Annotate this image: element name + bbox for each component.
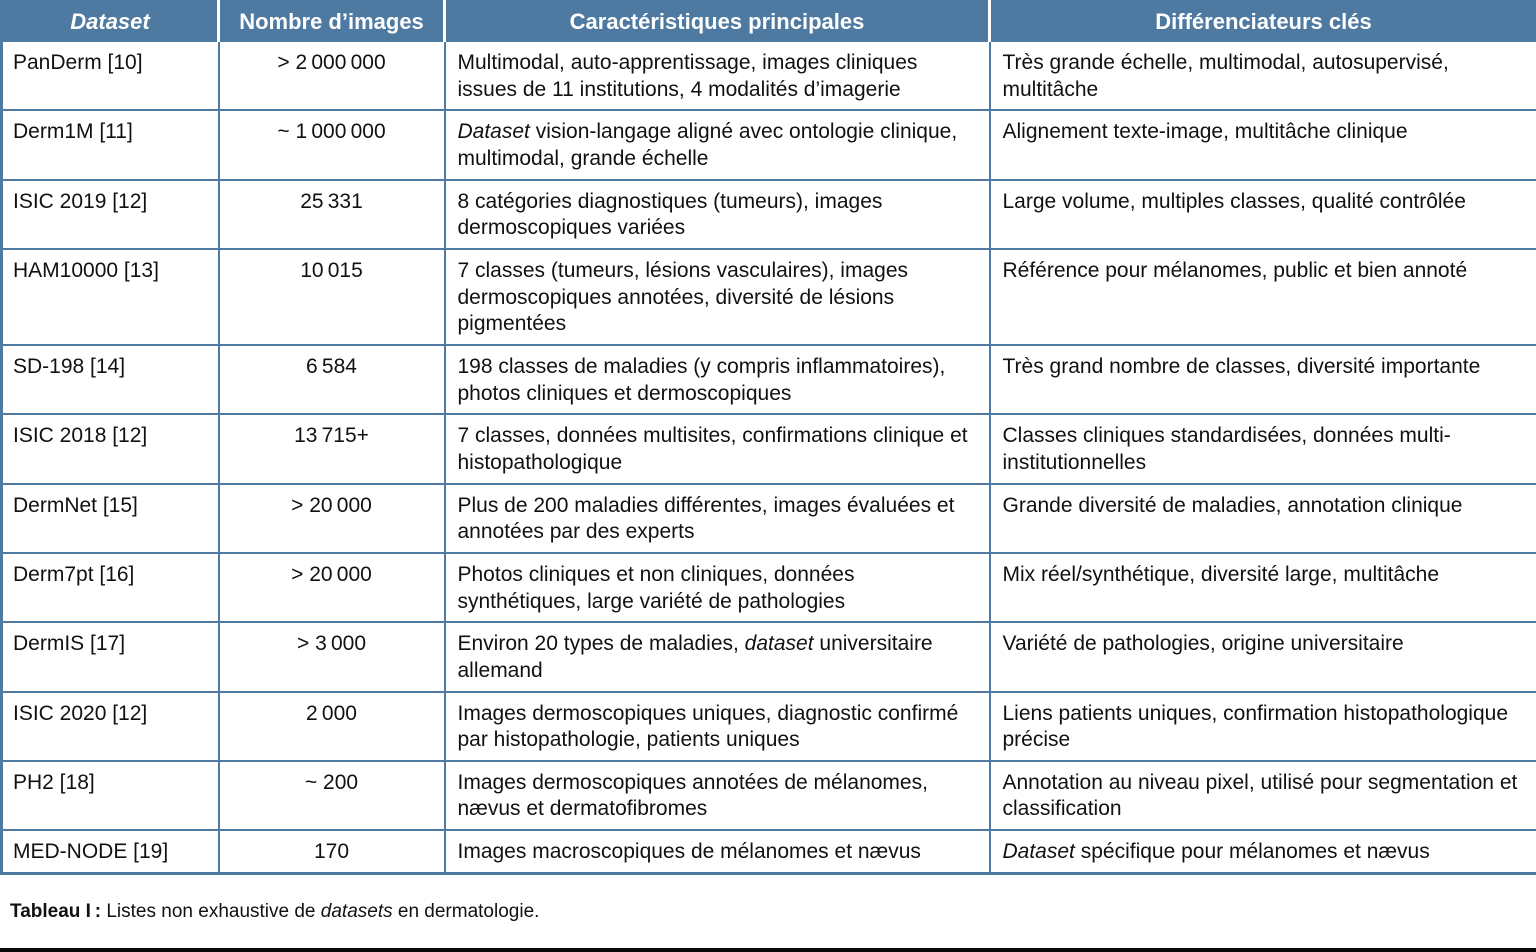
image-count-cell: ~ 1 000 000 <box>219 110 445 179</box>
dataset-name-cell: Derm1M [11] <box>2 110 219 179</box>
table-row: DermIS [17] > 3 000 Environ 20 types de … <box>2 622 1536 691</box>
table-header: Dataset Nombre d’images Caractéristiques… <box>2 2 1536 42</box>
table-row: PanDerm [10] > 2 000 000 Multimodal, aut… <box>2 41 1536 110</box>
dataset-name-cell: PanDerm [10] <box>2 41 219 110</box>
datasets-table: Dataset Nombre d’images Caractéristiques… <box>0 0 1536 875</box>
column-header-features: Caractéristiques principales <box>445 2 990 42</box>
dataset-name-cell: DermNet [15] <box>2 484 219 553</box>
features-cell: 198 classes de maladies (y compris infla… <box>445 345 990 414</box>
differentiators-cell: Référence pour mélanomes, public et bien… <box>990 249 1536 345</box>
differentiators-cell: Large volume, multiples classes, qualité… <box>990 180 1536 249</box>
table-row: Derm1M [11] ~ 1 000 000 Dataset vision-l… <box>2 110 1536 179</box>
table-row: ISIC 2018 [12] 13 715+ 7 classes, donnée… <box>2 414 1536 483</box>
image-count-cell: > 3 000 <box>219 622 445 691</box>
features-cell: Plus de 200 maladies différentes, images… <box>445 484 990 553</box>
bottom-rule <box>0 948 1536 952</box>
table-caption: Tableau I : Listes non exhaustive de dat… <box>10 901 1536 923</box>
dataset-name-cell: ISIC 2020 [12] <box>2 692 219 761</box>
image-count-cell: > 20 000 <box>219 553 445 622</box>
features-cell: Images macroscopiques de mélanomes et næ… <box>445 830 990 873</box>
differentiators-cell: Mix réel/synthétique, diversité large, m… <box>990 553 1536 622</box>
image-count-cell: 25 331 <box>219 180 445 249</box>
image-count-cell: 6 584 <box>219 345 445 414</box>
table-row: DermNet [15] > 20 000 Plus de 200 maladi… <box>2 484 1536 553</box>
image-count-cell: 2 000 <box>219 692 445 761</box>
features-cell: Multimodal, auto-apprentissage, images c… <box>445 41 990 110</box>
table-row: ISIC 2019 [12] 25 331 8 catégories diagn… <box>2 180 1536 249</box>
image-count-cell: ~ 200 <box>219 761 445 830</box>
header-row: Dataset Nombre d’images Caractéristiques… <box>2 2 1536 42</box>
dataset-name-cell: HAM10000 [13] <box>2 249 219 345</box>
differentiators-cell: Annotation au niveau pixel, utilisé pour… <box>990 761 1536 830</box>
features-cell: Dataset vision-langage aligné avec ontol… <box>445 110 990 179</box>
image-count-cell: 13 715+ <box>219 414 445 483</box>
features-cell: 7 classes (tumeurs, lésions vasculaires)… <box>445 249 990 345</box>
features-cell: 8 catégories diagnostiques (tumeurs), im… <box>445 180 990 249</box>
differentiators-cell: Très grand nombre de classes, diversité … <box>990 345 1536 414</box>
dataset-name-cell: ISIC 2018 [12] <box>2 414 219 483</box>
table-row: Derm7pt [16] > 20 000 Photos cliniques e… <box>2 553 1536 622</box>
dataset-name-cell: SD-198 [14] <box>2 345 219 414</box>
differentiators-cell: Liens patients uniques, confirmation his… <box>990 692 1536 761</box>
column-header-differentiators: Différenciateurs clés <box>990 2 1536 42</box>
table-row: HAM10000 [13] 10 015 7 classes (tumeurs,… <box>2 249 1536 345</box>
dataset-name-cell: DermIS [17] <box>2 622 219 691</box>
table-row: PH2 [18] ~ 200 Images dermoscopiques ann… <box>2 761 1536 830</box>
image-count-cell: > 2 000 000 <box>219 41 445 110</box>
features-cell: 7 classes, données multisites, confirmat… <box>445 414 990 483</box>
table-row: MED-NODE [19] 170 Images macroscopiques … <box>2 830 1536 873</box>
features-cell: Photos cliniques et non cliniques, donné… <box>445 553 990 622</box>
image-count-cell: 170 <box>219 830 445 873</box>
column-header-image-count: Nombre d’images <box>219 2 445 42</box>
differentiators-cell: Variété de pathologies, origine universi… <box>990 622 1536 691</box>
dataset-name-cell: ISIC 2019 [12] <box>2 180 219 249</box>
dataset-name-cell: Derm7pt [16] <box>2 553 219 622</box>
image-count-cell: > 20 000 <box>219 484 445 553</box>
column-header-dataset: Dataset <box>2 2 219 42</box>
image-count-cell: 10 015 <box>219 249 445 345</box>
differentiators-cell: Dataset spécifique pour mélanomes et næv… <box>990 830 1536 873</box>
differentiators-cell: Très grande échelle, multimodal, autosup… <box>990 41 1536 110</box>
differentiators-cell: Classes cliniques standardisées, données… <box>990 414 1536 483</box>
features-cell: Environ 20 types de maladies, dataset un… <box>445 622 990 691</box>
differentiators-cell: Alignement texte-image, multitâche clini… <box>990 110 1536 179</box>
table-row: SD-198 [14] 6 584 198 classes de maladie… <box>2 345 1536 414</box>
features-cell: Images dermoscopiques uniques, diagnosti… <box>445 692 990 761</box>
table-row: ISIC 2020 [12] 2 000 Images dermoscopiqu… <box>2 692 1536 761</box>
dataset-name-cell: MED-NODE [19] <box>2 830 219 873</box>
dataset-name-cell: PH2 [18] <box>2 761 219 830</box>
differentiators-cell: Grande diversité de maladies, annotation… <box>990 484 1536 553</box>
features-cell: Images dermoscopiques annotées de mélano… <box>445 761 990 830</box>
table-body: PanDerm [10] > 2 000 000 Multimodal, aut… <box>2 41 1536 873</box>
